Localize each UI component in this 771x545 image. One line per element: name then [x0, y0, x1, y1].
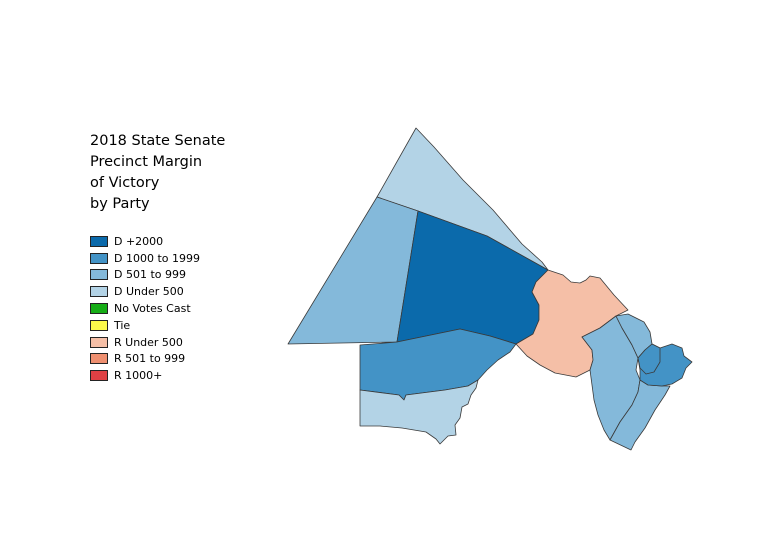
map-title-line: by Party — [90, 196, 150, 212]
legend-label: No Votes Cast — [114, 302, 191, 316]
legend-swatch — [90, 235, 108, 247]
legend-label: R 501 to 999 — [114, 352, 186, 366]
legend-swatch — [90, 353, 108, 365]
legend-swatch — [90, 252, 108, 264]
legend-item-r-1000-plus: R 1000+ — [90, 367, 200, 384]
precinct-central-large — [396, 210, 549, 345]
legend-swatch — [90, 303, 108, 315]
precinct-northwest-large — [287, 196, 419, 345]
legend-swatch — [90, 269, 108, 281]
legend-item-no-votes: No Votes Cast — [90, 300, 200, 317]
legend-swatch — [90, 370, 108, 382]
map-title-line: of Victory — [90, 175, 160, 191]
legend-label: D +2000 — [114, 234, 164, 248]
precinct-southwest — [359, 379, 479, 445]
legend-label: R Under 500 — [114, 335, 183, 349]
legend-swatch — [90, 286, 108, 298]
map-title-line: 2018 State Senate — [90, 133, 226, 149]
legend-label: D Under 500 — [114, 285, 184, 299]
legend-item-d-2000: D +2000 — [90, 233, 200, 250]
legend-label: Tie — [114, 318, 131, 332]
legend-item-d-1000-1999: D 1000 to 1999 — [90, 250, 200, 267]
legend-swatch — [90, 319, 108, 331]
legend-item-r-under-500: R Under 500 — [90, 334, 200, 351]
map-title: 2018 State Senate Precinct Margin of Vic… — [90, 131, 250, 215]
legend-label: D 501 to 999 — [114, 268, 186, 282]
legend-item-d-501-999: D 501 to 999 — [90, 267, 200, 284]
legend-item-d-under-500: D Under 500 — [90, 283, 200, 300]
legend-label: R 1000+ — [114, 369, 163, 383]
precinct-east-city-inner — [637, 343, 661, 375]
legend-item-tie: Tie — [90, 317, 200, 334]
map-title-line: Precinct Margin — [90, 154, 203, 170]
legend-label: D 1000 to 1999 — [114, 251, 200, 265]
map-legend: D +2000 D 1000 to 1999 D 501 to 999 D Un… — [90, 233, 200, 384]
legend-item-r-501-999: R 501 to 999 — [90, 351, 200, 368]
legend-swatch — [90, 336, 108, 348]
